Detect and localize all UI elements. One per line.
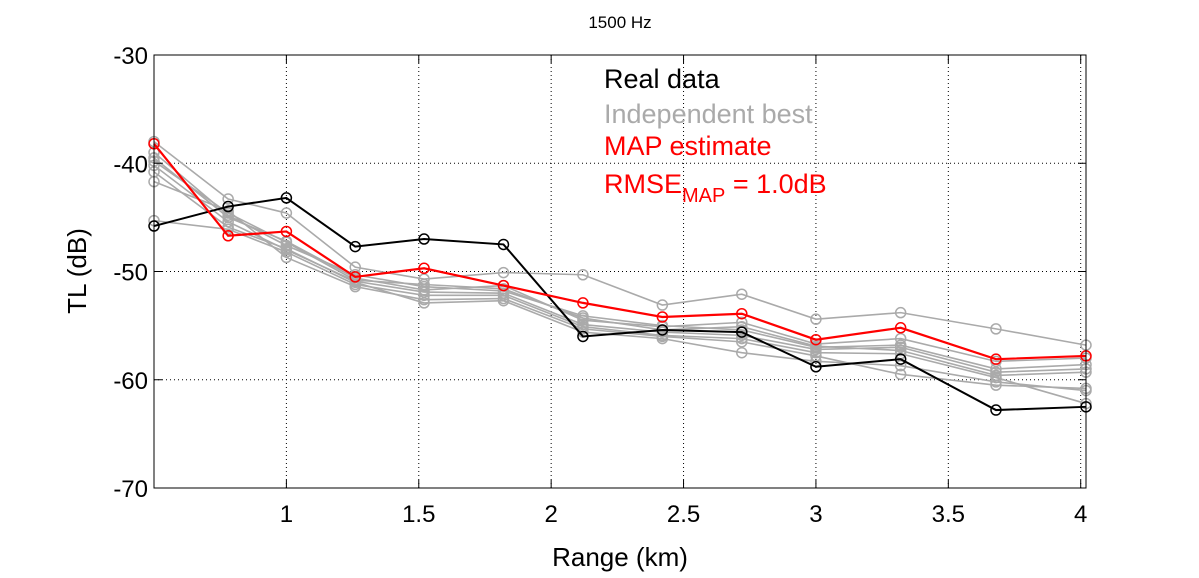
- map-estimate-series-marker: [497, 279, 510, 292]
- y-tick-label: -70: [113, 476, 148, 503]
- independent-best-run-2-marker: [894, 332, 907, 345]
- independent-best-run-8-marker: [894, 344, 907, 357]
- independent-best-run-8-marker: [577, 312, 589, 324]
- real-data-series-marker: [736, 326, 748, 338]
- x-tick-label: 3.5: [932, 501, 965, 528]
- independent-best-run-1-line: [153, 140, 1087, 346]
- map-estimate-series-marker: [656, 311, 669, 323]
- independent-best-run-1-marker: [736, 288, 748, 300]
- independent-best-run-7-marker: [894, 359, 907, 372]
- x-tick-label: 4: [1074, 501, 1087, 528]
- map-estimate-series-marker: [990, 353, 1002, 365]
- y-tick-label: -40: [113, 151, 148, 178]
- axis-ticks: 1 1.5 2 2.5 3 3.5 4 -30 -40 -50 -60 -70: [113, 43, 1087, 528]
- x-tick-label: 3: [809, 501, 822, 528]
- real-data-series-marker: [990, 404, 1002, 416]
- independent-best-run-7-marker: [656, 332, 669, 345]
- independent-best-run-7-line: [153, 171, 1087, 392]
- independent-best-run-8-marker: [497, 283, 510, 295]
- independent-best-run-1-marker: [894, 306, 907, 319]
- independent-best-run-1-marker: [990, 323, 1002, 335]
- independent-best-run-7-marker: [222, 221, 234, 233]
- map-estimate-series-marker: [222, 230, 234, 242]
- independent-best-run-3-marker: [894, 368, 907, 381]
- map-estimate-series-marker: [894, 322, 907, 334]
- independent-best-run-7-marker: [736, 346, 748, 359]
- independent-best-run-7-marker: [418, 297, 430, 309]
- x-tick-label: 1.5: [402, 501, 435, 528]
- real-data-series-marker: [656, 324, 669, 336]
- chart-title: 1500 Hz: [588, 13, 651, 32]
- map-estimate-series-marker: [418, 262, 430, 275]
- legend-independent-best: Independent best: [604, 99, 813, 129]
- independent-best-run-7-marker: [497, 294, 510, 307]
- real-data-series-marker: [894, 353, 907, 365]
- rmse-subscript: MAP: [682, 185, 725, 207]
- series-layer: [148, 135, 1092, 416]
- independent-best-run-1: [148, 135, 1092, 351]
- independent-best-run-3-line: [153, 180, 1087, 390]
- grid-lines: [154, 55, 1086, 488]
- independent-best-run-5-marker: [736, 332, 748, 345]
- independent-best-run-8-marker: [810, 340, 822, 352]
- independent-best-run-1-marker: [810, 313, 822, 325]
- rmse-suffix: = 1.0dB: [725, 169, 826, 199]
- x-tick-label: 2.5: [667, 501, 700, 528]
- real-data-series-marker: [349, 240, 361, 253]
- map-estimate-series-line: [153, 143, 1087, 361]
- legend-map-estimate: MAP estimate: [604, 131, 772, 161]
- independent-best-run-7-marker: [990, 376, 1002, 388]
- map-estimate-series-marker: [349, 271, 361, 283]
- independent-best-run-5-marker: [418, 289, 430, 302]
- independent-best-run-1-marker: [497, 266, 510, 279]
- independent-best-run-8-marker: [990, 369, 1002, 382]
- real-data-series-marker: [497, 238, 510, 251]
- independent-best-run-1-marker: [280, 207, 293, 219]
- independent-best-run-8-marker: [349, 274, 361, 286]
- independent-best-run-8-marker: [418, 278, 430, 291]
- independent-best-run-7-marker: [280, 243, 293, 255]
- real-data-series-line: [153, 196, 1087, 412]
- y-axis-title: TL (dB): [62, 228, 92, 314]
- real-data-series-marker: [577, 330, 589, 343]
- independent-best-run-8-marker: [280, 236, 293, 249]
- independent-best-run-1-marker: [656, 299, 669, 311]
- map-estimate-series-marker: [577, 297, 589, 309]
- map-estimate-series-marker: [736, 307, 748, 320]
- x-tick-label: 1: [280, 501, 293, 528]
- rmse-annotation: RMSEMAP = 1.0dB: [604, 169, 827, 207]
- independent-best-run-1-marker: [577, 268, 589, 281]
- map-estimate-series-marker: [810, 333, 822, 346]
- y-tick-label: -50: [113, 260, 148, 287]
- legend: Real data Independent best MAP estimate …: [604, 64, 827, 207]
- real-data-series-marker: [222, 200, 234, 213]
- real-data-series: [148, 192, 1092, 416]
- independent-best-run-8-line: [153, 160, 1087, 377]
- x-tick-label: 2: [544, 501, 557, 528]
- map-estimate-series-marker: [280, 225, 293, 238]
- real-data-series-marker: [810, 361, 822, 373]
- x-axis-title: Range (km): [552, 542, 688, 572]
- independent-best-run-8-marker: [222, 207, 234, 219]
- map-estimate-series: [148, 138, 1092, 365]
- y-tick-label: -60: [113, 368, 148, 395]
- real-data-series-marker: [280, 192, 293, 204]
- real-data-series-marker: [418, 233, 430, 245]
- independent-best-run-1-marker: [222, 193, 234, 205]
- y-tick-label: -30: [113, 43, 148, 70]
- rmse-prefix: RMSE: [604, 169, 682, 199]
- legend-real-data: Real data: [604, 64, 721, 94]
